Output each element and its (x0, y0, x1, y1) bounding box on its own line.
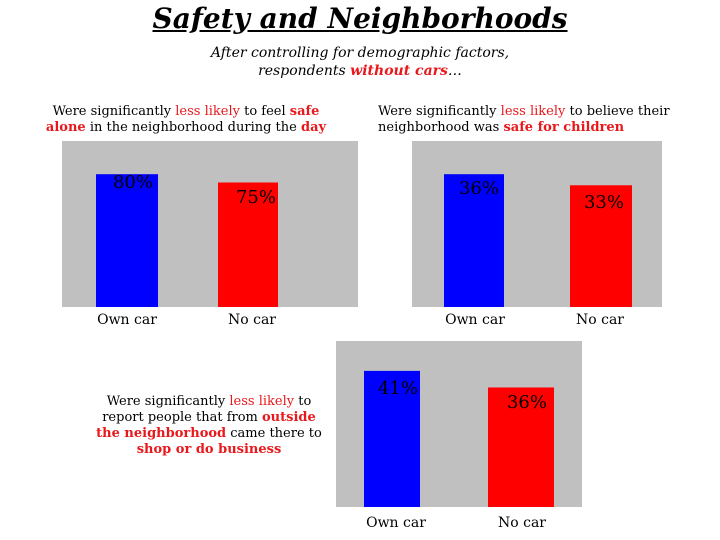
chart-3-bar-no-car (488, 387, 554, 507)
chart-3-value-label: 41% (378, 378, 418, 399)
caption-3-line-3: the neighborhood came there to (96, 426, 322, 441)
chart-1-bar-no-car (218, 182, 278, 307)
chart-1-category-label: Own car (97, 312, 157, 328)
subtitle-line-2: respondents without cars… (0, 62, 720, 80)
caption-3-line-4: shop or do business (136, 442, 282, 457)
caption-3-line-1: Were significantly less likely to (106, 394, 312, 409)
chart-1-category-label: No car (228, 312, 276, 328)
chart-2-category-label: Own car (445, 312, 505, 328)
chart-2-category-label: No car (576, 312, 624, 328)
caption-2-line-2: neighborhood was safe for children (378, 120, 625, 135)
subtitle-highlight: without cars (350, 63, 448, 79)
chart-3-value-label: 36% (507, 392, 547, 413)
page-subtitle: After controlling for demographic factor… (0, 44, 720, 80)
chart-1-value-label: 75% (236, 187, 276, 208)
chart-1-value-label: 80% (113, 172, 153, 193)
chart-3-category-label: No car (498, 515, 546, 531)
caption-3-line-2: report people that from outside (102, 410, 316, 425)
chart-2-bar-own-car (444, 174, 504, 307)
chart-2-value-label: 36% (459, 178, 499, 199)
chart-2-value-label: 33% (584, 192, 624, 213)
chart-3-bar-own-car (364, 370, 420, 507)
caption-chart-2: Were significantly less likely to believ… (378, 104, 698, 136)
chart-2-bar-no-car (570, 185, 632, 307)
page-title: Safety and Neighborhoods (152, 2, 568, 35)
subtitle-line-1: After controlling for demographic factor… (210, 45, 510, 61)
caption-chart-3: Were significantly less likely to report… (86, 394, 332, 458)
caption-1-line-2: alone in the neighborhood during the day (45, 120, 327, 135)
subtitle-ellipsis: … (447, 63, 462, 79)
subtitle-text: respondents (258, 63, 351, 79)
chart-1-bar-own-car (96, 174, 158, 307)
chart-3-category-label: Own car (366, 515, 426, 531)
caption-chart-1: Were significantly less likely to feel s… (36, 104, 336, 136)
caption-1-line-1: Were significantly less likely to feel s… (52, 104, 320, 119)
caption-2-line-1: Were significantly less likely to believ… (378, 104, 670, 119)
